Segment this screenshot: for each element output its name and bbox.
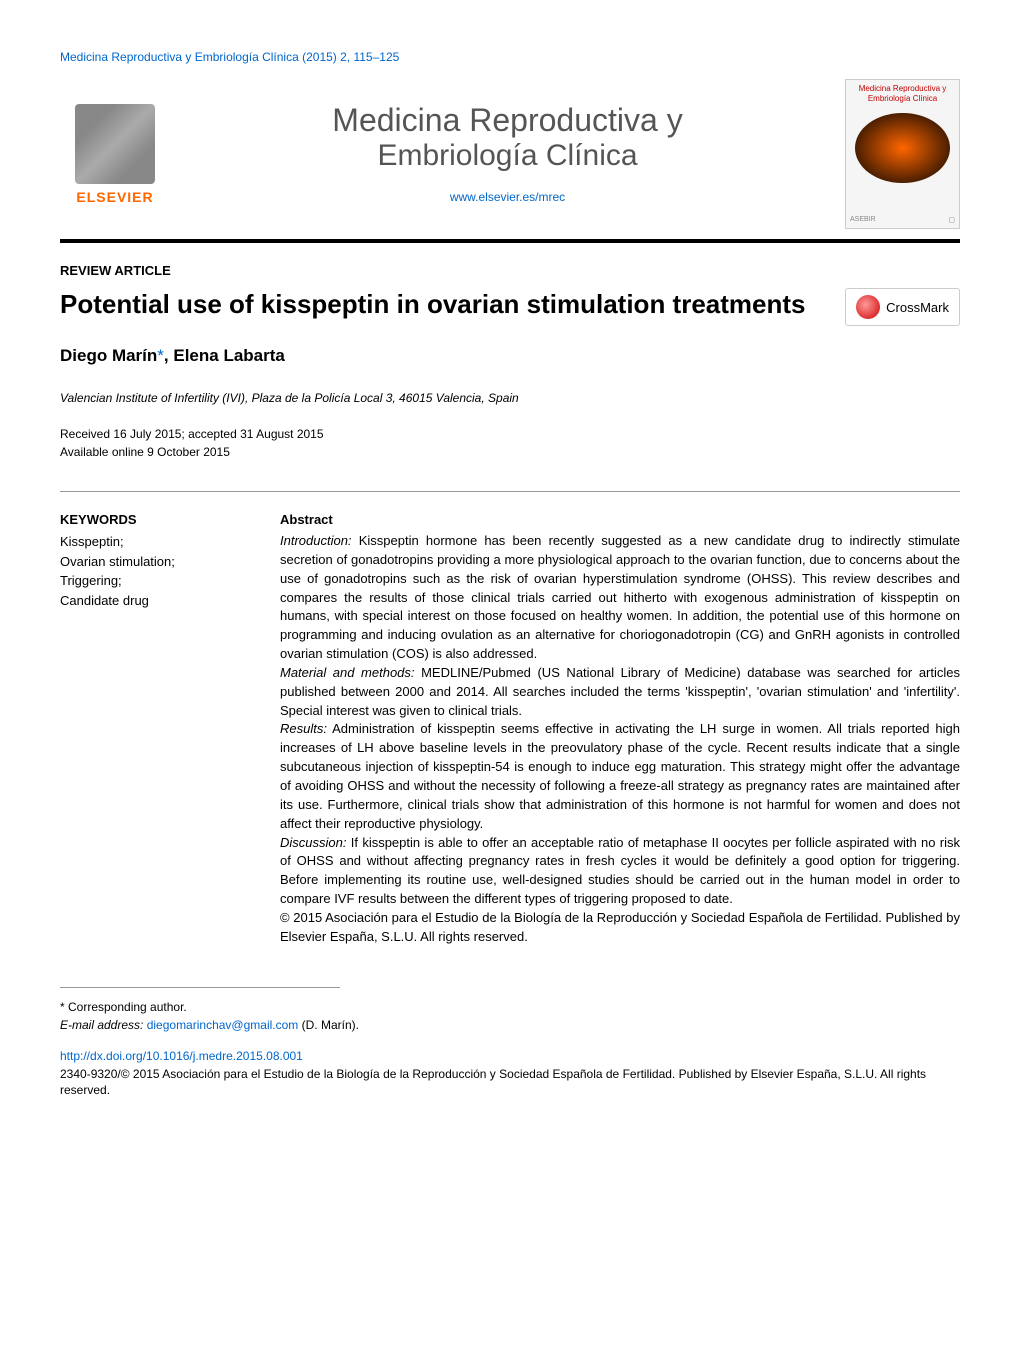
keyword-item: Candidate drug [60,591,250,611]
keywords-list: Kisspeptin; Ovarian stimulation; Trigger… [60,532,250,610]
journal-url-link[interactable]: www.elsevier.es/mrec [450,190,565,204]
doi-link[interactable]: http://dx.doi.org/10.1016/j.medre.2015.0… [60,1049,960,1063]
cover-asebir: ASEBIR [850,216,876,224]
copyright-footer: 2340-9320/© 2015 Asociación para el Estu… [60,1066,960,1100]
results-label: Results: [280,721,327,736]
discussion-text: If kisspeptin is able to offer an accept… [280,835,960,907]
results-text: Administration of kisspeptin seems effec… [280,721,960,830]
journal-name-line2: Embriología Clínica [190,139,825,173]
email-label: E-mail address: [60,1018,147,1032]
author-2: Elena Labarta [173,346,285,365]
crossmark-label: CrossMark [886,300,949,315]
elsevier-label: ELSEVIER [60,189,170,205]
abstract-text: Introduction: Kisspeptin hormone has bee… [280,532,960,947]
methods-label: Material and methods: [280,665,415,680]
cover-badge-icon: ▢ [948,216,955,224]
keyword-item: Triggering; [60,571,250,591]
abstract-heading: Abstract [280,512,960,527]
authors-line: Diego Marín*, Elena Labarta [60,346,960,366]
author-1: Diego Marín [60,346,157,365]
affiliation: Valencian Institute of Infertility (IVI)… [60,391,960,405]
journal-title-block: Medicina Reproductiva y Embriología Clín… [170,102,845,206]
author-1-marker: * [157,346,164,365]
crossmark-button[interactable]: CrossMark [845,288,960,326]
received-date: Received 16 July 2015; accepted 31 Augus… [60,425,960,443]
header-citation-link[interactable]: Medicina Reproductiva y Embriología Clín… [60,50,960,64]
intro-text: Kisspeptin hormone has been recently sug… [280,533,960,661]
abstract-box: Abstract Introduction: Kisspeptin hormon… [280,512,960,947]
author-separator: , [164,346,173,365]
footer-divider [60,987,340,988]
journal-header: ELSEVIER Medicina Reproductiva y Embriol… [60,79,960,243]
cover-title: Medicina Reproductiva y Embriología Clín… [850,84,955,103]
elsevier-logo: ELSEVIER [60,104,170,205]
corresponding-author-block: * Corresponding author. E-mail address: … [60,998,960,1034]
intro-label: Introduction: [280,533,352,548]
keyword-item: Kisspeptin; [60,532,250,552]
abstract-section: KEYWORDS Kisspeptin; Ovarian stimulation… [60,491,960,947]
corresponding-label: Corresponding author. [65,1000,187,1014]
discussion-label: Discussion: [280,835,346,850]
email-author: (D. Marín). [298,1018,359,1032]
article-title: Potential use of kisspeptin in ovarian s… [60,288,845,322]
article-type-label: REVIEW ARTICLE [60,263,960,278]
journal-name-line1: Medicina Reproductiva y [190,102,825,139]
keywords-box: KEYWORDS Kisspeptin; Ovarian stimulation… [60,512,250,947]
keyword-item: Ovarian stimulation; [60,552,250,572]
elsevier-tree-icon [75,104,155,184]
email-link[interactable]: diegomarinchav@gmail.com [147,1018,299,1032]
cover-image-icon [855,113,950,183]
keywords-heading: KEYWORDS [60,512,250,527]
abstract-copyright: © 2015 Asociación para el Estudio de la … [280,910,960,944]
crossmark-icon [856,295,880,319]
available-date: Available online 9 October 2015 [60,443,960,461]
journal-cover-thumbnail: Medicina Reproductiva y Embriología Clín… [845,79,960,229]
dates-block: Received 16 July 2015; accepted 31 Augus… [60,425,960,461]
